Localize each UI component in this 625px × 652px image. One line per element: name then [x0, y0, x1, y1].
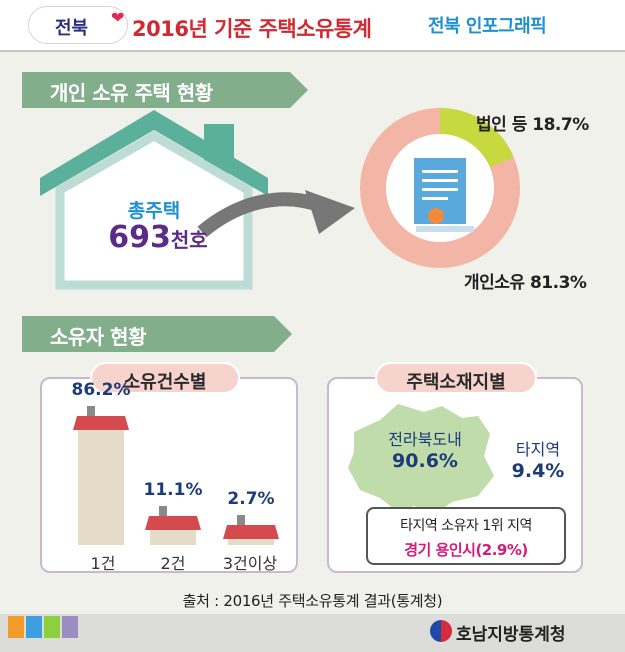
- top-region-box: 타지역 소유자 1위 지역 경기 용인시(2.9%): [366, 507, 566, 565]
- document-icon: [414, 158, 474, 232]
- house-roof: [40, 110, 268, 196]
- page-title: 2016년 기준 주택소유통계: [132, 17, 372, 41]
- total-housing-number: 693: [108, 220, 171, 255]
- location-pill: 주택소재지별: [375, 362, 537, 394]
- house-body: [55, 130, 253, 290]
- corporate-share-label: 법인 등 18.7%: [476, 115, 589, 135]
- color-swatch: [62, 616, 78, 638]
- section-heading-owners-text: 소유자 현황: [50, 325, 146, 349]
- section-heading-housing-text: 개인 소유 주택 현황: [50, 81, 213, 105]
- in-region-value: 90.6%: [392, 450, 458, 472]
- ownership-donut: [360, 108, 520, 268]
- section-heading-housing: 개인 소유 주택 현황: [22, 72, 308, 108]
- ownership-count-pill: 소유건수별: [90, 362, 240, 394]
- total-housing-value: 693천호: [88, 220, 228, 255]
- other-region-label: 타지역: [515, 440, 561, 459]
- top-region-title: 타지역 소유자 1위 지역: [400, 518, 532, 534]
- bar-roof-icon: [73, 406, 129, 430]
- top-region-value: 경기 용인시(2.9%): [404, 541, 528, 559]
- other-region-value: 9.4%: [511, 460, 565, 482]
- bar-1: [78, 430, 124, 545]
- section-heading-owners: 소유자 현황: [22, 316, 292, 352]
- government-emblem-icon: [430, 620, 452, 642]
- category-label: 1건: [90, 554, 116, 573]
- jeonbuk-map: [348, 404, 494, 514]
- logo-text: 전북: [55, 18, 89, 39]
- bar-roof-icon: [223, 515, 279, 539]
- agency-name: 호남지방통계청: [456, 625, 566, 645]
- source-note: 출처 : 2016년 주택소유통계 결과(통계청): [182, 592, 443, 610]
- bar-roof-icon: [145, 506, 201, 531]
- bar-2: [150, 530, 196, 545]
- bar-3plus: [228, 539, 274, 545]
- house-illustration: [40, 110, 330, 290]
- series-label: 전북 인포그래픽: [428, 16, 547, 37]
- total-housing-label: 총주택: [127, 200, 181, 222]
- logo-badge: [28, 6, 128, 44]
- category-label: 3건이상: [222, 554, 278, 573]
- heart-icon: ❤: [111, 8, 125, 27]
- category-label: 2건: [160, 554, 186, 573]
- color-swatch: [44, 616, 60, 638]
- bar-value-label: 11.1%: [143, 480, 203, 501]
- bar-value-label: 86.2%: [71, 380, 131, 400]
- arrow-head-icon: [305, 190, 355, 234]
- in-region-label: 전라북도내: [388, 430, 462, 449]
- bar-value-label: 2.7%: [227, 489, 275, 509]
- donut-corporate-slice: [440, 108, 514, 168]
- total-housing-unit: 천호: [170, 228, 208, 252]
- color-swatch: [26, 616, 42, 638]
- individual-share-label: 개인소유 81.3%: [464, 273, 587, 293]
- footer-bar: [0, 614, 625, 652]
- color-swatch: [8, 616, 24, 638]
